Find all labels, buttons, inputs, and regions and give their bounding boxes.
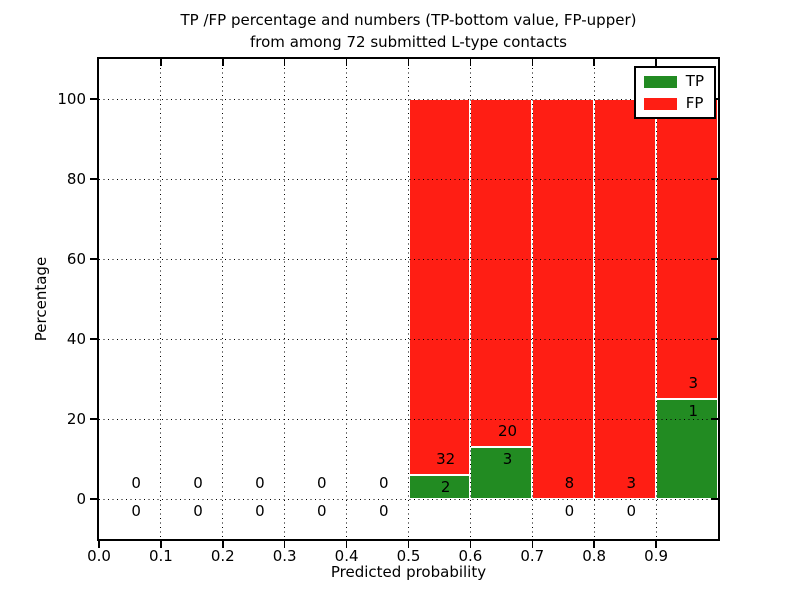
fp-count-label: 0 <box>193 474 203 492</box>
x-gridline <box>284 59 286 539</box>
fp-count-label: 3 <box>626 474 637 492</box>
y-tick-label: 60 <box>66 250 86 268</box>
x-gridline <box>593 59 595 539</box>
fp-count-label: 0 <box>131 474 141 492</box>
x-tick-label: 0.9 <box>644 547 669 565</box>
tp-count-label: 0 <box>193 502 203 520</box>
fp-legend-swatch <box>643 97 677 110</box>
top-tick-mark <box>531 59 534 66</box>
y-axis-label: Percentage <box>32 256 50 342</box>
x-tick-mark <box>655 541 657 548</box>
y-tick-label: 80 <box>66 170 86 188</box>
x-gridline <box>346 59 348 539</box>
x-tick-mark <box>407 541 410 548</box>
tp-count-label: 2 <box>440 478 451 497</box>
top-tick-mark <box>160 59 162 66</box>
right-tick-mark <box>711 418 718 420</box>
legend-item-tp: TP <box>643 72 704 90</box>
top-tick-mark <box>407 59 410 66</box>
chart-title-line2: from among 72 submitted L-type contacts <box>250 33 567 51</box>
x-tick-mark <box>98 541 100 548</box>
x-gridline <box>222 59 224 539</box>
y-tick-mark <box>90 338 97 340</box>
x-tick-label: 0.4 <box>334 547 359 565</box>
tp-legend-swatch <box>643 75 677 88</box>
x-gridline <box>160 59 162 539</box>
tp-count-label: 0 <box>255 502 265 520</box>
top-tick-mark <box>345 59 348 66</box>
x-gridline <box>408 59 409 539</box>
fp-legend-label: FP <box>685 94 704 112</box>
y-tick-label: 20 <box>66 410 86 428</box>
right-tick-mark <box>711 258 718 260</box>
x-tick-mark <box>593 541 595 548</box>
grid-layer <box>99 59 718 539</box>
x-tick-label: 0.8 <box>582 547 607 565</box>
y-tick-label: 40 <box>66 330 86 348</box>
chart-title: TP /FP percentage and numbers (TP-bottom… <box>99 9 718 53</box>
right-tick-mark <box>711 498 718 500</box>
x-gridline <box>531 59 533 539</box>
x-tick-label: 0.1 <box>148 547 173 565</box>
x-gridline <box>655 59 657 539</box>
y-tick-mark <box>90 498 97 500</box>
tp-bar-segment <box>470 446 533 499</box>
y-tick-mark <box>90 258 97 260</box>
fp-count-label: 20 <box>497 421 518 440</box>
bars-layer <box>99 59 718 539</box>
tp-bar-segment <box>656 399 718 499</box>
x-tick-mark <box>531 541 534 548</box>
x-tick-mark <box>469 541 472 548</box>
top-tick-mark <box>283 59 286 66</box>
tp-count-label: 1 <box>688 402 699 420</box>
top-tick-mark <box>593 59 595 66</box>
tp-count-label: 0 <box>131 502 141 520</box>
fp-count-label: 8 <box>564 474 575 492</box>
fp-count-label: 32 <box>436 450 456 469</box>
tp-count-label: 0 <box>317 502 327 520</box>
top-tick-mark <box>469 59 472 66</box>
top-tick-mark <box>655 59 657 66</box>
x-tick-label: 0.5 <box>396 547 421 565</box>
right-tick-mark <box>711 178 718 180</box>
tp-count-label: 3 <box>502 449 513 468</box>
tp-count-label: 0 <box>626 502 637 520</box>
y-tick-mark <box>90 418 97 420</box>
fp-count-label: 0 <box>378 474 389 492</box>
x-tick-label: 0.2 <box>210 547 235 565</box>
x-tick-mark <box>160 541 162 548</box>
plot-area: 0 0 0 0 0 0 0 0 0 0 32 2 20 3 8 0 3 0 3 1 TP FP <box>97 57 720 541</box>
top-tick-mark <box>222 59 224 66</box>
y-tick-mark <box>90 98 97 100</box>
tp-count-label: 0 <box>378 502 389 520</box>
fp-count-label: 3 <box>688 374 699 392</box>
x-tick-label: 0.0 <box>87 547 111 565</box>
y-tick-label: 0 <box>76 490 86 508</box>
x-axis-label: Predicted probability <box>330 563 487 581</box>
fp-bar-segment <box>470 99 533 447</box>
x-tick-label: 0.3 <box>272 547 297 565</box>
x-tick-mark <box>222 541 224 548</box>
legend: TP FP <box>633 66 716 119</box>
fp-count-label: 0 <box>255 474 265 492</box>
tp-count-label: 0 <box>564 502 575 520</box>
tp-legend-label: TP <box>685 72 704 90</box>
y-tick-label: 100 <box>57 90 86 108</box>
x-tick-label: 0.7 <box>520 547 545 565</box>
legend-item-fp: FP <box>643 94 704 112</box>
x-tick-mark <box>345 541 348 548</box>
fp-count-label: 0 <box>317 474 327 492</box>
x-tick-label: 0.6 <box>458 547 483 565</box>
y-tick-mark <box>90 178 97 180</box>
right-tick-mark <box>711 338 718 340</box>
annotations-layer: 0 0 0 0 0 0 0 0 0 0 32 2 20 3 8 0 3 0 3 1 <box>99 59 718 539</box>
chart-title-line1: TP /FP percentage and numbers (TP-bottom… <box>180 11 637 29</box>
x-gridline <box>469 59 471 539</box>
x-tick-mark <box>283 541 286 548</box>
